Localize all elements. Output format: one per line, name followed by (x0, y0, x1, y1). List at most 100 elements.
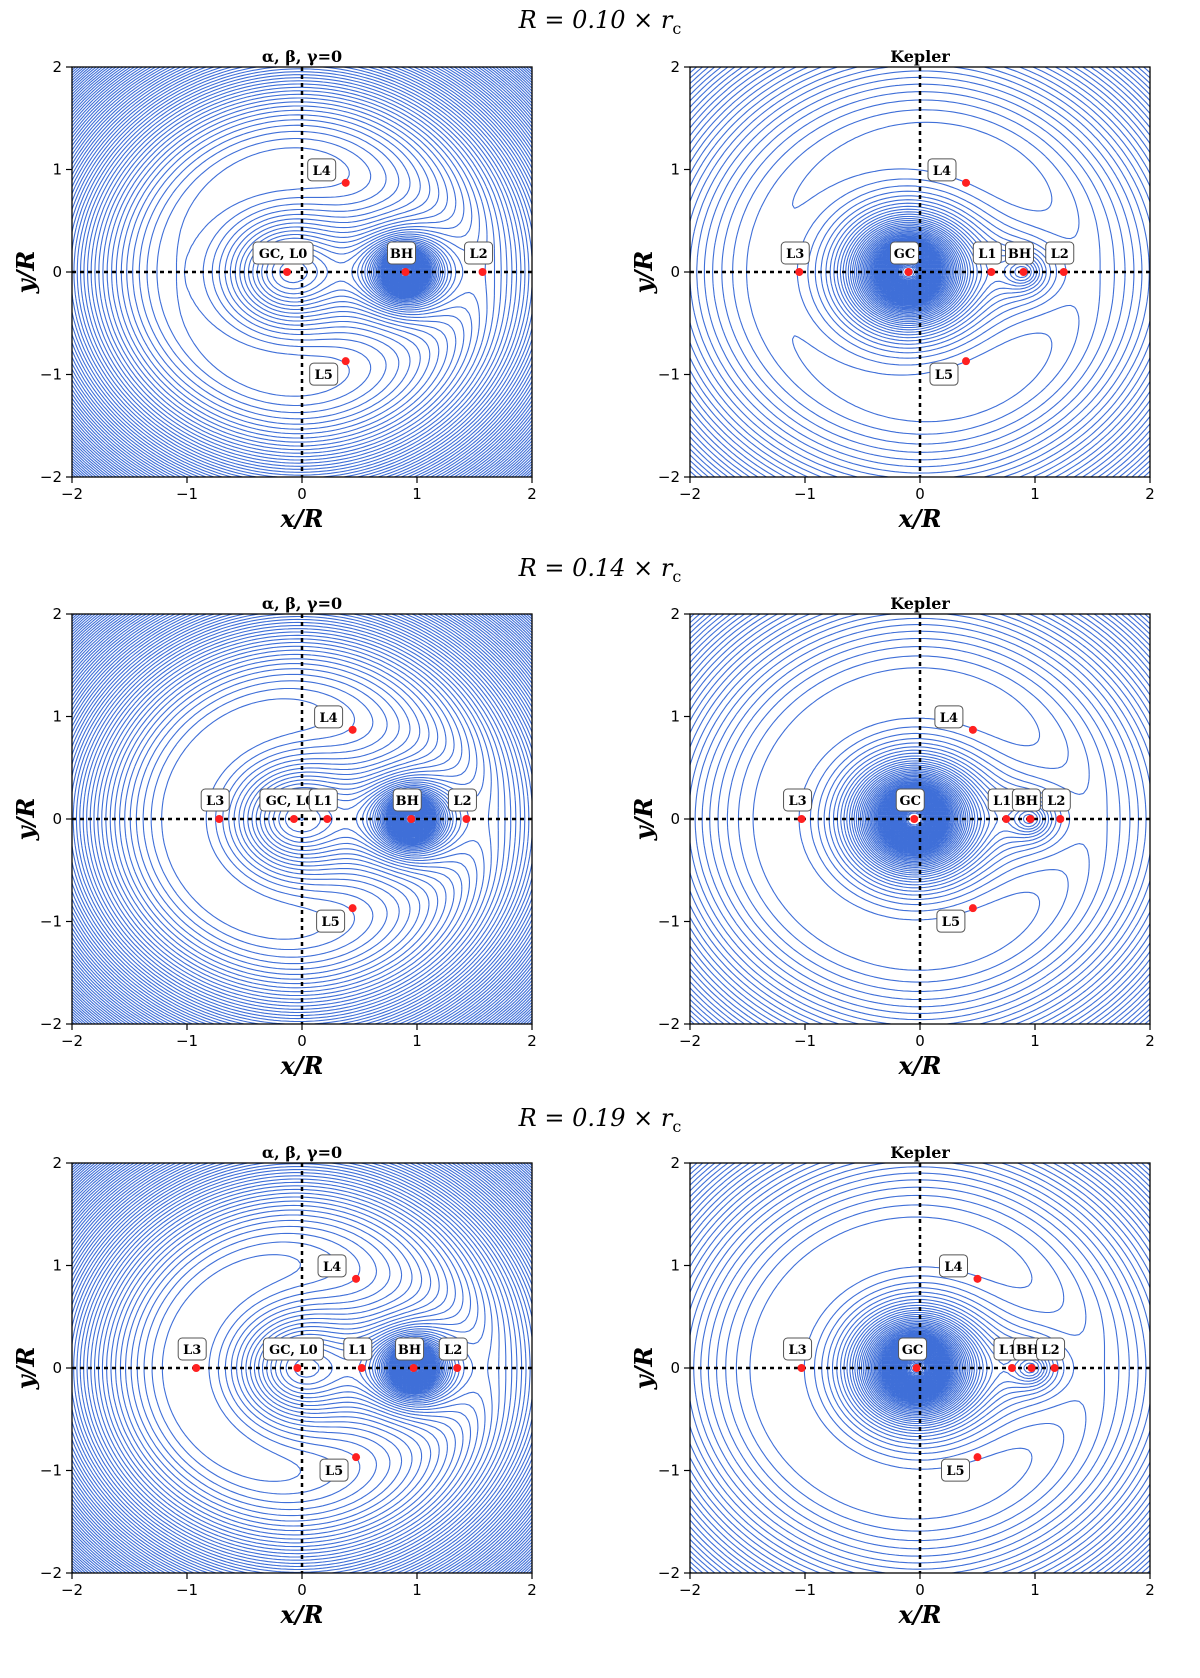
y-tick-label: −1 (40, 366, 62, 384)
point-label: BH (398, 1343, 421, 1358)
label-box (934, 705, 964, 729)
label-box (392, 788, 422, 812)
point-l5 (962, 357, 970, 366)
point-label: BH (1015, 794, 1038, 809)
y-tick-label: 1 (52, 1257, 62, 1275)
point-l1 (1008, 1364, 1016, 1372)
label-box (314, 705, 344, 729)
x-axis-label: x/R (279, 504, 323, 533)
x-axis-label: x/R (279, 1600, 323, 1629)
label-box (343, 1337, 373, 1361)
panel-4: −2−2 −1 −1 0 0 1 1 2 2 x/R y/R Kepler L3 GC L1 BH L2 L4 L5 (629, 594, 1155, 1080)
x-tick-label: −1 (176, 1581, 198, 1599)
label-box (200, 788, 230, 812)
point-label: GC (894, 247, 915, 262)
x-tick-label: −1 (176, 1032, 198, 1050)
point-gc (904, 268, 913, 276)
label-box (464, 241, 494, 265)
point-gc-l0 (289, 815, 298, 823)
x-tick-label: −1 (794, 1581, 816, 1599)
point-label: GC (902, 1343, 923, 1358)
point-label: L3 (788, 794, 806, 809)
point-label: L3 (788, 1343, 806, 1358)
point-label: L3 (206, 794, 224, 809)
y-tick-label: 2 (670, 1154, 680, 1172)
label-box (317, 1254, 347, 1278)
point-label: L5 (942, 915, 960, 930)
point-l3 (215, 815, 224, 823)
x-tick-label: −1 (176, 485, 198, 503)
y-tick-label: 2 (670, 58, 680, 76)
y-tick-label: −2 (658, 468, 680, 486)
point-l4 (973, 1274, 982, 1283)
label-box (307, 158, 337, 182)
point-label: BH (390, 247, 413, 262)
point-l2 (1056, 815, 1065, 823)
label-box (316, 909, 346, 933)
panel-title: Kepler (890, 1143, 950, 1162)
point-label: L2 (453, 794, 471, 809)
x-tick-label: 1 (1030, 1032, 1040, 1050)
point-l4 (962, 178, 970, 187)
y-tick-label: 0 (52, 810, 62, 828)
x-tick-label: 1 (412, 485, 422, 503)
label-box (395, 1337, 425, 1361)
contour-lines (690, 1163, 1150, 1573)
y-tick-label: −2 (40, 1015, 62, 1033)
point-gc-l0 (283, 268, 292, 276)
panel-1: −2−2 −1 −1 0 0 1 1 2 2 x/R y/R α, β, γ=0 GC, L0 BH L2 L… (11, 47, 537, 533)
y-axis-label: y/R (11, 798, 40, 842)
point-bh (1027, 1364, 1036, 1372)
x-tick-label: −2 (679, 1581, 701, 1599)
y-tick-label: −2 (40, 468, 62, 486)
label-box (780, 241, 810, 265)
contour-lines (72, 614, 532, 1024)
y-tick-label: 2 (52, 605, 62, 623)
point-l2 (462, 815, 471, 823)
point-l5 (973, 1453, 982, 1462)
contour-lines (690, 67, 1150, 477)
point-l4 (341, 178, 350, 187)
contour-lines (72, 67, 532, 477)
point-label: L5 (946, 1464, 964, 1479)
point-l2 (1050, 1364, 1059, 1372)
point-l3 (795, 268, 804, 276)
panel-3: −2−2 −1 −1 0 0 1 1 2 2 x/R y/R α, β, γ=0 L3 GC, L0 L1 B… (11, 594, 537, 1080)
x-axis-label: x/R (279, 1051, 323, 1080)
point-label: BH (396, 794, 419, 809)
y-tick-label: −2 (40, 1564, 62, 1582)
y-tick-label: −1 (658, 366, 680, 384)
point-label: L5 (325, 1464, 343, 1479)
label-box (387, 241, 416, 265)
point-l3 (797, 815, 806, 823)
point-bh (401, 268, 410, 276)
x-tick-label: 2 (1145, 485, 1155, 503)
point-label: L2 (1047, 794, 1065, 809)
point-bh (409, 1364, 418, 1372)
contour-lines (690, 614, 1150, 1024)
row-title-2: R = 0.14 × rc (518, 554, 682, 586)
label-box (936, 909, 966, 933)
label-box (941, 1458, 970, 1482)
point-gc (910, 815, 919, 823)
point-bh (407, 815, 416, 823)
y-axis-label: y/R (629, 798, 658, 842)
x-tick-label: 0 (297, 485, 307, 503)
x-tick-label: 2 (1145, 1032, 1155, 1050)
point-label: L4 (944, 1260, 962, 1275)
plot-frame (689, 613, 1151, 1025)
row-title-3: R = 0.19 × rc (518, 1104, 682, 1136)
point-label: BH (1008, 247, 1031, 262)
x-tick-label: 1 (412, 1032, 422, 1050)
panel-title: α, β, γ=0 (262, 47, 342, 66)
point-label: GC, L0 (259, 247, 307, 262)
point-l5 (348, 904, 357, 913)
label-box (1045, 241, 1075, 265)
point-label: L4 (323, 1260, 341, 1275)
x-tick-label: −2 (61, 1032, 83, 1050)
label-box (262, 1337, 324, 1361)
label-box (898, 1337, 928, 1361)
label-box (252, 241, 314, 265)
x-tick-label: 2 (527, 1032, 537, 1050)
panel-title: Kepler (890, 47, 950, 66)
